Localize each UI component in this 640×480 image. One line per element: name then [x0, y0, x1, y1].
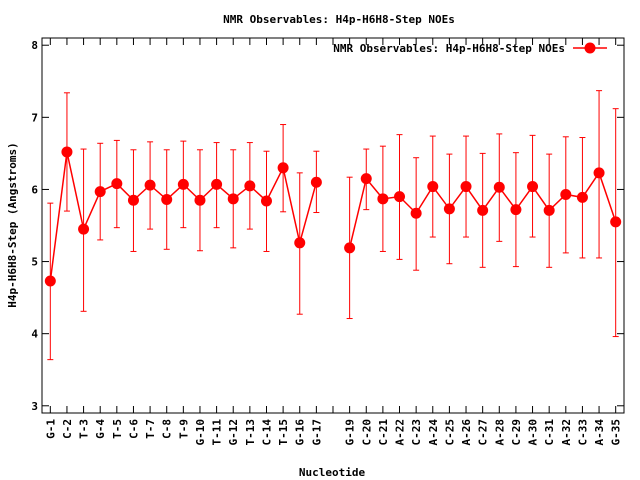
y-tick-label: 4 — [31, 328, 38, 341]
y-tick-label: 7 — [31, 111, 38, 124]
x-tick-label: G-1 — [44, 419, 57, 439]
x-tick-label: A-28 — [493, 419, 506, 446]
data-points — [44, 146, 622, 287]
x-tick-label: G-17 — [310, 419, 323, 446]
x-axis-label: Nucleotide — [299, 466, 366, 479]
chart-title: NMR Observables: H4p-H6H8-Step NOEs — [223, 13, 455, 26]
x-tick-label: T-15 — [277, 419, 290, 446]
x-tick-label: A-22 — [394, 419, 407, 446]
x-tick-label: C-31 — [543, 419, 556, 446]
data-point — [260, 195, 272, 207]
x-tick-label: T-9 — [177, 419, 190, 439]
data-point — [277, 162, 289, 174]
x-tick-label: G-4 — [94, 419, 107, 439]
series-line — [348, 171, 617, 249]
x-tick-label: G-35 — [610, 419, 623, 446]
plot-border — [41, 37, 625, 414]
data-point — [177, 178, 189, 190]
data-point — [144, 179, 156, 191]
x-axis: G-1 C-2 T-3 G-4 T-5 C-6 T-7 C-8 T-9 G-10 T-11 G-12 T… — [44, 38, 623, 446]
x-tick-label: C-6 — [127, 419, 140, 439]
data-point — [244, 180, 256, 192]
x-tick-label: T-11 — [211, 419, 224, 446]
x-tick-label: T-7 — [144, 419, 157, 439]
data-point — [294, 237, 306, 249]
legend-marker — [584, 42, 596, 54]
x-tick-label: C-27 — [477, 419, 490, 446]
x-tick-label: C-25 — [443, 419, 456, 446]
data-point — [94, 186, 106, 198]
x-tick-label: T-3 — [78, 419, 91, 439]
x-tick-label: G-12 — [227, 419, 240, 446]
x-tick-label: C-23 — [410, 419, 423, 446]
x-tick-label: T-5 — [111, 419, 124, 439]
y-tick-label: 8 — [31, 39, 38, 52]
data-point — [227, 193, 239, 205]
x-tick-label: G-19 — [344, 419, 357, 446]
x-tick-label: A-24 — [427, 419, 440, 446]
data-point — [194, 194, 206, 206]
x-tick-label: C-8 — [161, 419, 174, 439]
data-point — [310, 176, 322, 188]
error-bars — [47, 90, 619, 361]
x-tick-label: G-16 — [294, 419, 307, 446]
x-tick-label: T-13 — [244, 419, 257, 446]
x-tick-label: A-30 — [527, 419, 540, 446]
x-tick-label: C-14 — [260, 419, 273, 446]
data-point — [44, 275, 56, 287]
x-tick-label: C-29 — [510, 419, 523, 446]
x-tick-label: A-34 — [593, 419, 606, 446]
x-tick-label: C-33 — [576, 419, 589, 446]
x-tick-label: A-32 — [560, 419, 573, 446]
data-point — [78, 223, 90, 235]
y-tick-label: 5 — [31, 256, 38, 269]
data-point — [211, 178, 223, 190]
data-point — [61, 146, 73, 158]
y-tick-label: 6 — [31, 183, 38, 196]
y-tick-label: 3 — [31, 400, 38, 413]
legend-label: NMR Observables: H4p-H6H8-Step NOEs — [333, 42, 565, 55]
x-tick-label: A-26 — [460, 419, 473, 446]
legend: NMR Observables: H4p-H6H8-Step NOEs — [333, 42, 607, 55]
x-tick-label: G-10 — [194, 419, 207, 446]
x-tick-label: C-20 — [360, 419, 373, 446]
data-point — [127, 194, 139, 206]
y-axis: 3 4 5 6 7 8 — [31, 39, 624, 413]
x-tick-label: C-21 — [377, 419, 390, 446]
x-tick-label: C-2 — [61, 419, 74, 439]
data-point — [111, 178, 123, 190]
data-point — [161, 194, 173, 206]
plot-frame — [41, 37, 625, 414]
y-axis-label: H4p-H6H8-Step (Angstroms) — [6, 142, 19, 308]
